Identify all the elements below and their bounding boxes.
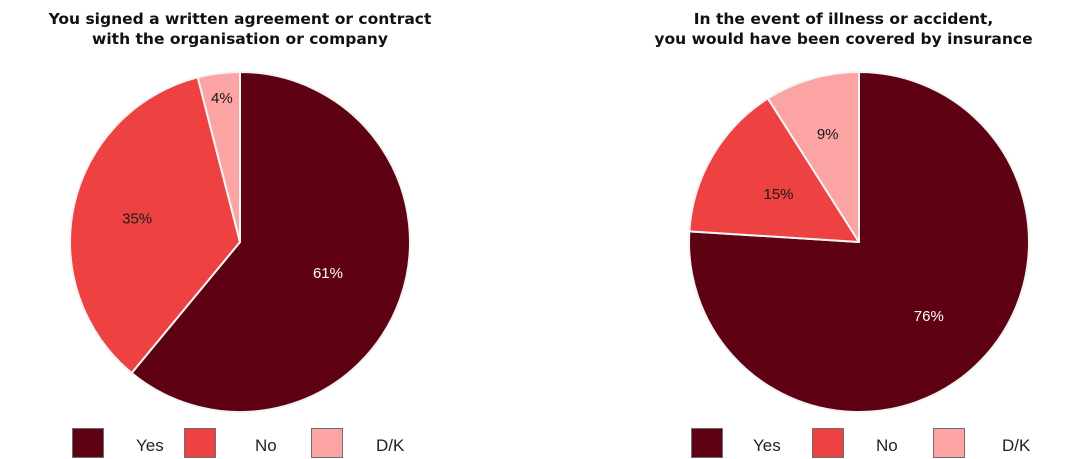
chart-title: You signed a written agreement or contra…: [48, 10, 432, 48]
slice-label-no: 35%: [122, 211, 152, 228]
legend-swatch-no: [812, 428, 844, 458]
slice-label-no: 15%: [764, 186, 794, 203]
legend-swatch-no: [184, 428, 216, 458]
pie-slice-no: [69, 76, 241, 374]
pie-chart-insurance: In the event of illness or accident, you…: [600, 0, 1087, 459]
pie-chart-contract: You signed a written agreement or contra…: [0, 0, 480, 459]
legend-label-yes: Yes: [136, 436, 164, 455]
slice-label-yes: 61%: [313, 265, 343, 282]
slice-label-yes: 76%: [914, 308, 944, 325]
pie-slice-yes: [130, 71, 411, 413]
legend-swatch-dk: [933, 428, 965, 458]
pie-plot: 76% 15% 9%: [688, 71, 1030, 413]
slice-label-d-k: 4%: [211, 90, 233, 107]
pie-plot: 61% 35% 4%: [69, 71, 411, 413]
pie-slice-d-k: [766, 71, 860, 243]
legend-label-dk: D/K: [376, 436, 405, 455]
legend-swatch-yes: [72, 428, 104, 458]
legend-swatch-yes: [691, 428, 723, 458]
legend-label-no: No: [876, 436, 898, 455]
legend: Yes No D/K: [0, 424, 480, 458]
legend-swatch-dk: [311, 428, 343, 458]
chart-title: In the event of illness or accident, you…: [654, 10, 1033, 48]
pie-slice-d-k: [196, 71, 241, 243]
legend-label-no: No: [255, 436, 277, 455]
pie-slice-yes: [688, 71, 1030, 413]
legend: Yes No D/K: [600, 424, 1087, 458]
pie-slice-no: [688, 97, 860, 243]
slice-label-d-k: 9%: [817, 126, 839, 143]
legend-label-yes: Yes: [753, 436, 781, 455]
legend-label-dk: D/K: [1002, 436, 1031, 455]
